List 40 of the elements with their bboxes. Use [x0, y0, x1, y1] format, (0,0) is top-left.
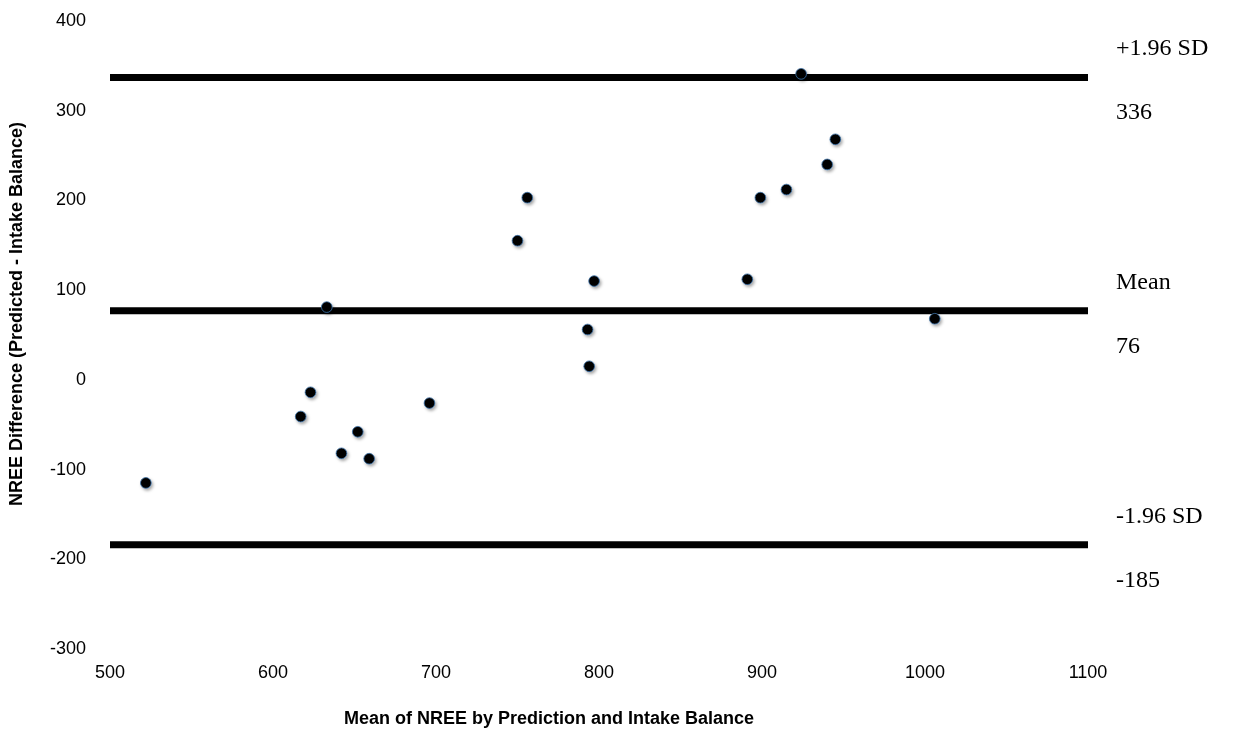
- x-tick-label: 500: [94, 662, 126, 682]
- y-tick-label: -100: [49, 458, 86, 479]
- x-tick-label: 1000: [904, 662, 946, 682]
- point: [780, 183, 793, 196]
- point: [583, 360, 595, 373]
- y-tick-label: 200: [55, 189, 86, 210]
- point: [363, 452, 375, 465]
- x-tick-label: 800: [583, 662, 615, 682]
- point: [821, 158, 833, 171]
- point: [588, 275, 600, 287]
- y-axis-title: NREE Difference (Predicted - Intake Balance): [6, 121, 26, 507]
- point: [929, 313, 941, 325]
- text: Mean 76: [1116, 267, 1171, 358]
- x-tick-label: 900: [746, 662, 778, 682]
- x-tick-label: 600: [257, 662, 289, 682]
- point: [754, 191, 767, 204]
- point: [829, 133, 842, 146]
- point: [423, 397, 436, 409]
- point: [741, 273, 754, 286]
- x-axis-title: Mean of NREE by Prediction and Intake Balance: [343, 708, 755, 728]
- y-tick-label: 0: [75, 368, 86, 389]
- text: +1.96 SD 336: [1116, 34, 1209, 125]
- point: [511, 234, 524, 247]
- y-tick-label: 400: [55, 10, 86, 30]
- y-tick-label: 300: [55, 99, 86, 120]
- x-tick-label: 700: [420, 662, 452, 682]
- point: [321, 301, 333, 313]
- point: [304, 386, 317, 399]
- point: [795, 68, 807, 80]
- point: [581, 323, 594, 336]
- x-tick-label: 1100: [1068, 662, 1108, 682]
- point: [294, 410, 307, 423]
- point: [335, 447, 348, 460]
- point: [140, 477, 152, 489]
- y-tick-label: -200: [49, 548, 86, 569]
- text: -1.96 SD -185: [1116, 501, 1203, 592]
- y-tick-label: -300: [49, 638, 86, 658]
- y-tick-label: 100: [55, 279, 86, 300]
- point: [521, 191, 534, 204]
- point: [352, 426, 364, 438]
